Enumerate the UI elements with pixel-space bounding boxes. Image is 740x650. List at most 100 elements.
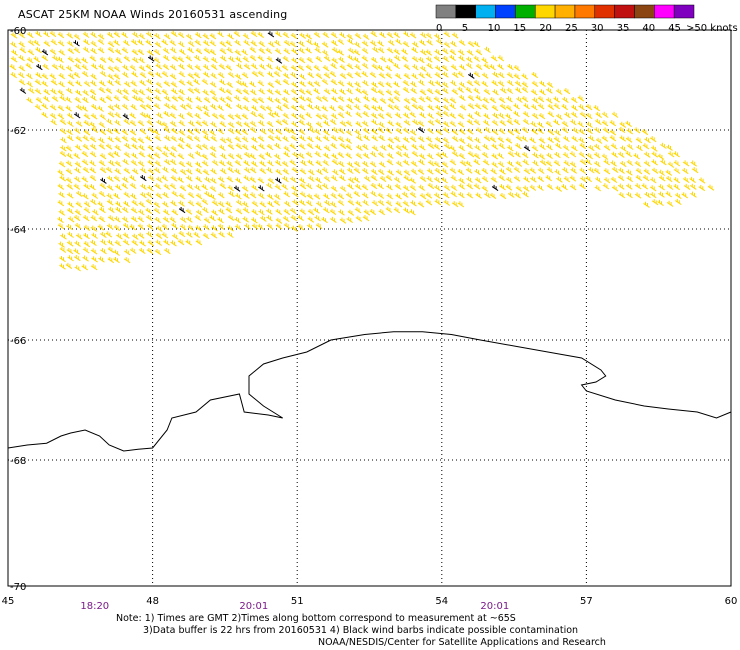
wind-barb xyxy=(137,232,145,239)
wind-barb xyxy=(243,192,250,199)
wind-barb xyxy=(163,55,170,62)
wind-barb xyxy=(115,184,122,191)
wind-barb xyxy=(153,129,160,136)
wind-barb xyxy=(395,128,403,135)
wind-barb xyxy=(73,40,80,47)
wind-barb xyxy=(497,152,504,159)
wind-barb xyxy=(458,128,466,135)
wind-barb xyxy=(513,110,520,118)
wind-barb xyxy=(289,159,297,166)
wind-barb xyxy=(202,169,210,176)
wind-barb xyxy=(673,151,680,158)
wind-barb xyxy=(138,151,146,158)
wind-barb xyxy=(241,144,249,151)
wind-barb xyxy=(49,73,57,80)
wind-barb xyxy=(146,231,153,238)
wind-barb xyxy=(185,239,192,246)
y-tick-label: -68 xyxy=(10,456,26,467)
wind-barb xyxy=(98,160,106,167)
wind-barb xyxy=(657,153,665,160)
wind-barb xyxy=(499,193,507,200)
wind-barb xyxy=(50,79,58,86)
wind-barb xyxy=(449,112,456,119)
wind-barb xyxy=(402,200,410,207)
wind-barb xyxy=(234,217,241,224)
wind-barb xyxy=(586,128,593,135)
wind-barb xyxy=(218,176,225,183)
wind-barb xyxy=(137,49,145,56)
wind-barb xyxy=(483,63,491,70)
wind-barb xyxy=(411,73,418,80)
wind-barb xyxy=(403,136,410,143)
wind-barb xyxy=(171,222,178,230)
wind-barb xyxy=(161,121,169,128)
wind-barb xyxy=(164,248,171,255)
wind-barb xyxy=(123,118,131,125)
wind-barb xyxy=(651,167,659,174)
wind-barb xyxy=(458,192,465,199)
wind-barb xyxy=(130,207,138,214)
wind-barb xyxy=(195,120,203,127)
wind-barb xyxy=(57,183,65,190)
wind-barb xyxy=(386,184,393,191)
wind-barb xyxy=(313,64,321,72)
wind-barb xyxy=(97,201,104,208)
wind-barb xyxy=(275,160,282,167)
legend-swatch xyxy=(475,4,496,19)
wind-barb xyxy=(443,184,451,191)
wind-barb xyxy=(331,159,339,166)
wind-barb xyxy=(345,144,353,151)
wind-barb xyxy=(107,79,114,87)
wind-barb xyxy=(658,184,665,191)
x-tick-label: 60 xyxy=(725,596,738,607)
wind-barb xyxy=(371,96,378,104)
wind-barb xyxy=(362,192,369,199)
wind-barb xyxy=(443,143,451,150)
wind-barb xyxy=(474,144,481,151)
wind-barb xyxy=(308,169,315,176)
wind-barb xyxy=(249,192,257,199)
wind-barb xyxy=(393,89,401,96)
wind-barb xyxy=(193,127,201,134)
wind-barb xyxy=(305,112,312,119)
wind-barb xyxy=(475,192,482,199)
wind-barb xyxy=(443,31,451,38)
wind-barb xyxy=(65,177,73,184)
wind-barb xyxy=(185,55,193,62)
wind-barb xyxy=(626,183,633,190)
wind-barb xyxy=(18,65,26,72)
wind-barb xyxy=(610,160,617,167)
wind-barb xyxy=(572,127,579,134)
wind-barb xyxy=(283,208,291,216)
wind-barb xyxy=(10,32,18,39)
wind-barb xyxy=(186,63,194,70)
wind-barb xyxy=(170,81,178,88)
wind-barb xyxy=(403,159,410,166)
wind-barb xyxy=(170,135,178,142)
wind-barb xyxy=(675,198,682,206)
wind-barb xyxy=(124,249,131,256)
wind-barb xyxy=(490,176,498,183)
wind-barb xyxy=(178,120,186,127)
wind-barb xyxy=(170,104,178,111)
wind-barb xyxy=(385,112,393,119)
wind-barb xyxy=(210,135,218,142)
wind-barb xyxy=(308,175,315,182)
wind-barb xyxy=(377,168,385,176)
wind-barb xyxy=(89,55,97,62)
wind-barb xyxy=(123,151,131,158)
wind-barb xyxy=(394,73,402,80)
wind-barb xyxy=(50,119,57,126)
wind-barb xyxy=(316,168,323,176)
wind-barb xyxy=(339,72,347,80)
wind-barb xyxy=(322,159,330,166)
wind-barb xyxy=(219,121,227,128)
wind-barb xyxy=(26,81,33,88)
wind-barb xyxy=(371,81,378,88)
wind-barb xyxy=(601,120,609,127)
wind-barb xyxy=(19,47,27,54)
wind-barb xyxy=(242,105,250,112)
wind-barb xyxy=(434,184,441,192)
legend-tick-label: 20 xyxy=(539,23,552,34)
wind-barb xyxy=(163,183,171,190)
